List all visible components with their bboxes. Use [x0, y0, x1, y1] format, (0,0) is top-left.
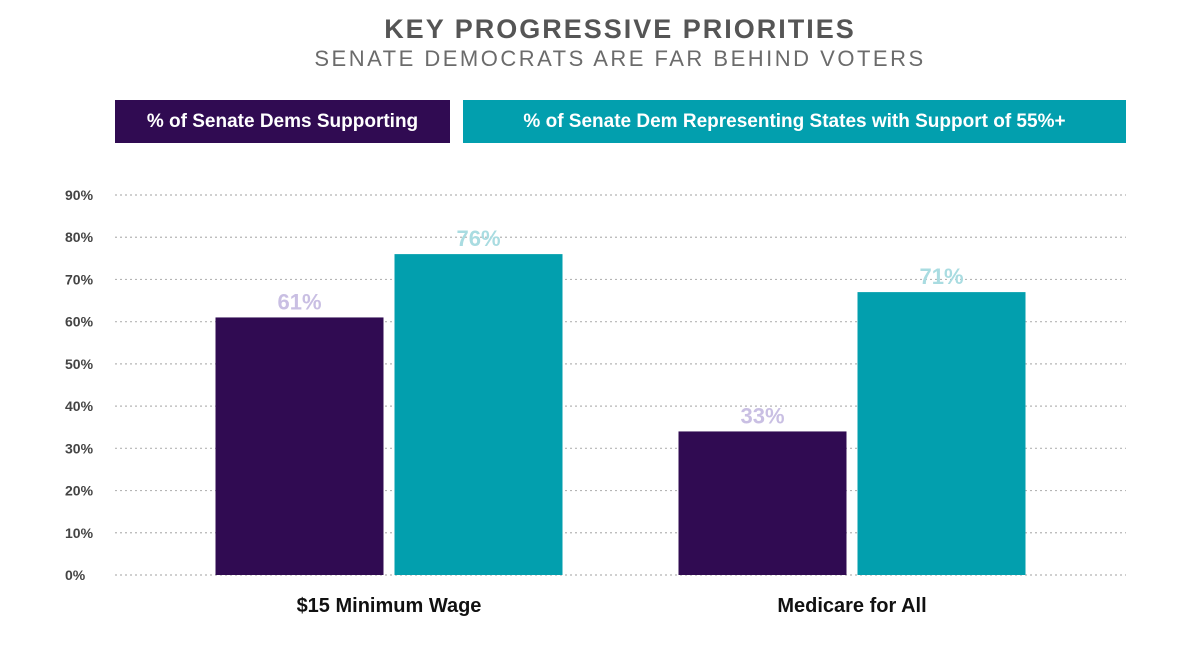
y-tick-label: 60% — [65, 314, 94, 330]
bar-1 — [678, 431, 847, 575]
y-tick-label: 70% — [65, 271, 94, 287]
y-tick-label: 90% — [65, 187, 94, 203]
y-tick-label: 0% — [65, 567, 86, 583]
chart-title: KEY PROGRESSIVE PRIORITIES — [384, 14, 856, 44]
bar-2 — [394, 254, 563, 575]
y-tick-label: 50% — [65, 356, 94, 372]
data-label: 61% — [277, 289, 321, 314]
data-label: 33% — [740, 403, 784, 428]
x-category-label: Medicare for All — [777, 595, 926, 617]
bar-2 — [857, 292, 1026, 575]
legend-series-1-label: % of Senate Dems Supporting — [146, 110, 419, 132]
y-tick-label: 80% — [65, 229, 94, 245]
data-label: 71% — [919, 264, 963, 289]
legend-series-1: % of Senate Dems Supporting — [115, 100, 450, 143]
chart-subtitle: SENATE DEMOCRATS ARE FAR BEHIND VOTERS — [314, 46, 926, 71]
bar-1 — [215, 317, 384, 575]
x-category-label: $15 Minimum Wage — [297, 595, 482, 617]
legend-series-2-label: % of Senate Dem Representing States with… — [523, 110, 1066, 132]
y-tick-label: 20% — [65, 483, 94, 499]
y-tick-label: 40% — [65, 398, 94, 414]
y-tick-label: 10% — [65, 525, 94, 541]
y-tick-label: 30% — [65, 440, 94, 456]
legend-series-2: % of Senate Dem Representing States with… — [463, 100, 1126, 143]
data-label: 76% — [456, 226, 500, 251]
